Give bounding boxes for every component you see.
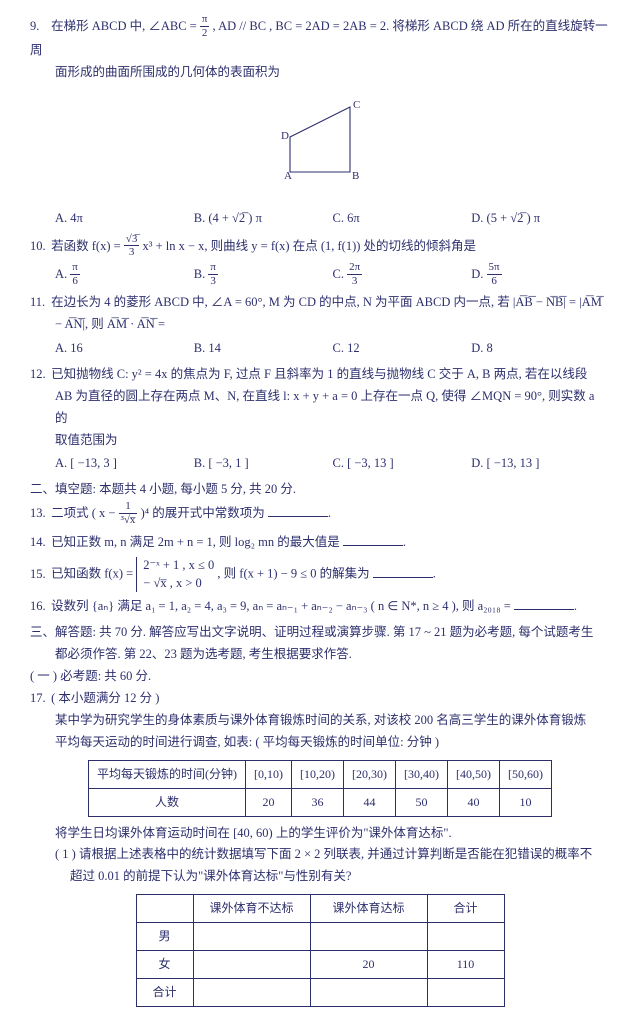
blank-15 — [373, 564, 433, 578]
question-10: 10. 若函数 f(x) = √3̅3 x³ + ln x − x, 则曲线 y… — [30, 234, 610, 289]
question-15: 15. 已知函数 f(x) = 2⁻ˣ + 1 , x ≤ 0 − √x̅ , … — [30, 557, 610, 592]
vertex-A: A — [284, 170, 292, 182]
option-A: A. [ −13, 3 ] — [55, 453, 194, 475]
table-row: 男 — [136, 923, 504, 951]
q9-figure: A B C D — [30, 92, 610, 200]
section-3-header-c: ( 一 ) 必考题: 共 60 分. — [30, 666, 610, 688]
option-B: B. [ −3, 1 ] — [194, 453, 333, 475]
q12-number: 12. — [30, 364, 48, 386]
q13-number: 13. — [30, 503, 48, 525]
option-B: B. 14 — [194, 338, 333, 360]
blank-14 — [343, 532, 403, 546]
vertex-C: C — [353, 99, 360, 111]
fraction: √3̅3 — [124, 233, 140, 259]
option-D: D. 8 — [471, 338, 610, 360]
section-2-header: 二、填空题: 本题共 4 小题, 每小题 5 分, 共 20 分. — [30, 479, 610, 501]
question-9: 9. 在梯形 ABCD 中, ∠ABC = π2 , AD // BC , BC… — [30, 14, 610, 230]
table-row: 人数2036 445040 10 — [89, 788, 552, 816]
vertex-D: D — [281, 130, 289, 142]
question-17: 17. ( 本小题满分 12 分 ) 某中学为研究学生的身体素质与课外体育锻炼时… — [30, 688, 610, 1007]
q15-number: 15. — [30, 564, 48, 586]
q9-text-cont: 面形成的曲面所围成的几何体的表面积为 — [30, 62, 610, 84]
piecewise: 2⁻ˣ + 1 , x ≤ 0 − √x̅ , x > 0 — [136, 557, 214, 592]
q14-number: 14. — [30, 532, 48, 554]
option-C: C. 2π3 — [333, 262, 472, 288]
q17-table-data: 平均每天锻炼的时间(分钟)[0,10)[10,20) [20,30)[30,40… — [88, 760, 552, 817]
q9-text: 9. 在梯形 ABCD 中, ∠ABC = π2 , AD // BC , BC… — [30, 14, 610, 62]
q9-options: A. 4π B. (4 + √2̅ ) π C. 6π D. (5 + √2̅ … — [30, 208, 610, 230]
fraction: 1³√x̅ — [119, 500, 138, 526]
q10-options: A. π6 B. π3 C. 2π3 D. 5π6 — [30, 262, 610, 288]
section-3-header-b: 都必须作答. 第 22、23 题为选考题, 考生根据要求作答. — [30, 644, 610, 666]
question-16: 16. 设数列 {aₙ} 满足 a₁ = 1, a₂ = 4, a₃ = 9, … — [30, 596, 610, 618]
q11-number: 11. — [30, 292, 48, 314]
option-B: B. (4 + √2̅ ) π — [194, 208, 333, 230]
q12-options: A. [ −13, 3 ] B. [ −3, 1 ] C. [ −3, 13 ]… — [30, 453, 610, 475]
q10-number: 10. — [30, 236, 48, 258]
q11-options: A. 16 B. 14 C. 12 D. 8 — [30, 338, 610, 360]
section-3-header-a: 三、解答题: 共 70 分. 解答应写出文字说明、证明过程或演算步骤. 第 17… — [30, 622, 610, 644]
question-11: 11. 在边长为 4 的菱形 ABCD 中, ∠A = 60°, M 为 CD … — [30, 292, 610, 360]
option-D: D. (5 + √2̅ ) π — [471, 208, 610, 230]
q17-number: 17. — [30, 688, 48, 710]
q16-number: 16. — [30, 596, 48, 618]
option-D: D. [ −13, 13 ] — [471, 453, 610, 475]
vertex-B: B — [352, 170, 359, 182]
option-C: C. [ −3, 13 ] — [333, 453, 472, 475]
blank-16 — [514, 597, 574, 611]
table-row: 课外体育不达标 课外体育达标 合计 — [136, 895, 504, 923]
option-A: A. 4π — [55, 208, 194, 230]
table-row: 平均每天锻炼的时间(分钟)[0,10)[10,20) [20,30)[30,40… — [89, 760, 552, 788]
option-B: B. π3 — [194, 262, 333, 288]
fraction: π2 — [200, 13, 210, 39]
question-13: 13. 二项式 ( x − 1³√x̅ )⁴ 的展开式中常数项为 . — [30, 501, 610, 527]
option-D: D. 5π6 — [471, 262, 610, 288]
option-C: C. 12 — [333, 338, 472, 360]
q17-contingency-table: 课外体育不达标 课外体育达标 合计 男 女20110 合计 — [136, 894, 505, 1007]
table-row: 合计 — [136, 979, 504, 1007]
table-row: 女20110 — [136, 951, 504, 979]
question-14: 14. 已知正数 m, n 满足 2m + n = 1, 则 log₂ mn 的… — [30, 532, 610, 554]
option-C: C. 6π — [333, 208, 472, 230]
question-12: 12. 已知抛物线 C: y² = 4x 的焦点为 F, 过点 F 且斜率为 1… — [30, 364, 610, 475]
q9-number: 9. — [30, 16, 48, 38]
option-A: A. 16 — [55, 338, 194, 360]
option-A: A. π6 — [55, 262, 194, 288]
blank-13 — [268, 504, 328, 518]
